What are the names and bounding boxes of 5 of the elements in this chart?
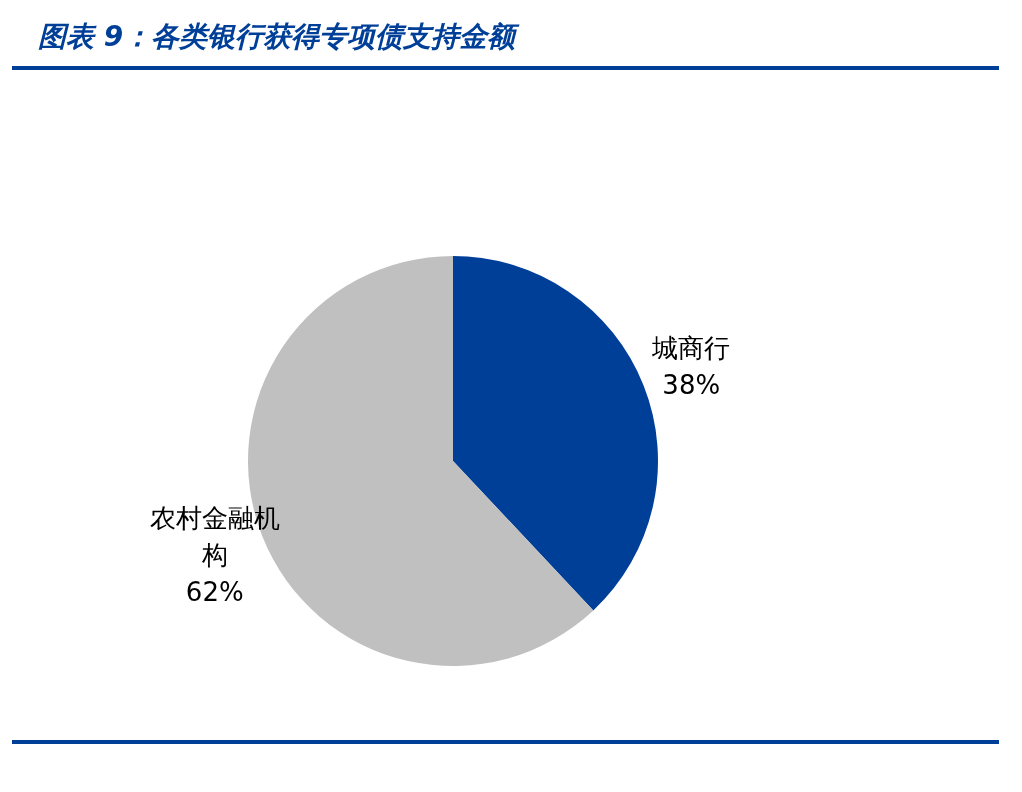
chart-title: 图表 9：各类银行获得专项债支持金额 [38,20,521,53]
data-label: 38% [662,370,721,401]
data-label: 62% [185,577,244,608]
slice-label: 农村金融机构 [149,503,280,571]
slice-label: 城商行 [651,333,731,364]
